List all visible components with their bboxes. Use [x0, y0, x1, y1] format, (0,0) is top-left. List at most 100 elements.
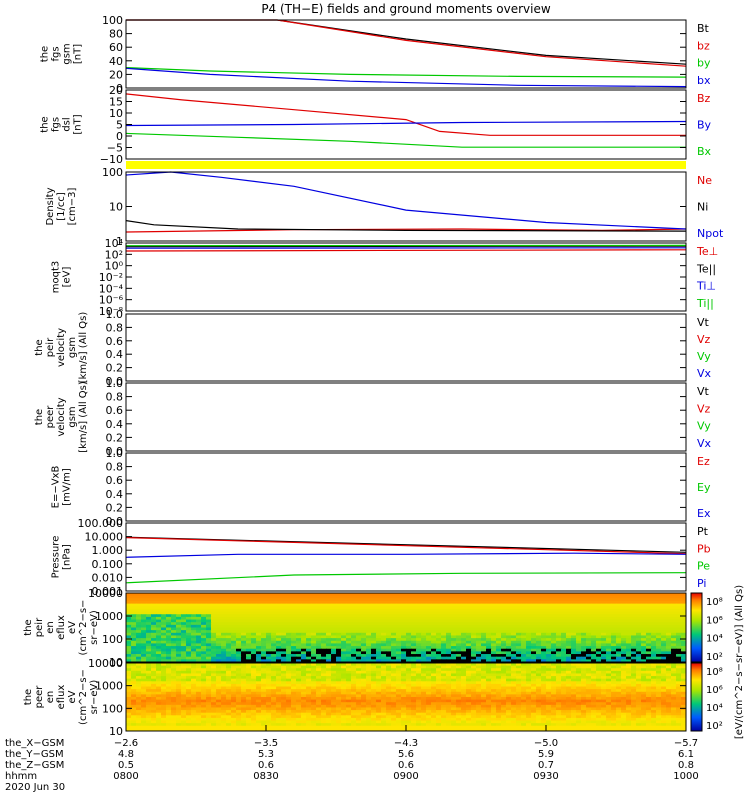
legend-ex: Ex [697, 507, 711, 520]
y-axis-label: [nPa] [62, 544, 73, 570]
y-axis-label: velocity [56, 328, 67, 367]
y-axis-label: fgs [51, 117, 62, 132]
y-tick-label: 0.2 [106, 431, 124, 444]
y-axis-label: peer [45, 405, 56, 429]
legend-bx: Bx [697, 145, 712, 158]
y-tick-label: 10 [109, 201, 123, 214]
y-axis-label: velocity [56, 397, 67, 436]
legend-ez: Ez [697, 455, 710, 468]
y-tick-label: 40 [109, 55, 123, 68]
y-axis-label: gsm [67, 406, 78, 427]
legend-vx: Vx [697, 437, 712, 450]
y-tick-label: 80 [109, 28, 123, 41]
y-tick-label: 100 [102, 14, 123, 27]
y-axis-label: eV [67, 621, 78, 634]
series-bt-line [126, 20, 686, 64]
y-axis-label: [cm−3] [67, 188, 78, 226]
y-axis-label: E=−VxB [51, 466, 62, 509]
y-axis-label: sr−eV) [89, 610, 100, 645]
y-tick-label: 0.8 [106, 461, 124, 474]
legend-bz: Bz [697, 92, 711, 105]
flag-bar [126, 161, 686, 169]
y-tick-label: 0.4 [106, 348, 124, 361]
y-axis-label: [1/cc] [56, 192, 67, 221]
legend-vy: Vy [697, 350, 711, 363]
legend-bx: bx [697, 74, 711, 87]
legend-ni: Ni [697, 201, 708, 214]
panel-frame [126, 523, 686, 591]
y-axis-label: peir [45, 337, 56, 357]
legend-bt: Bt [697, 22, 710, 35]
y-axis-label: [mV/m] [62, 468, 73, 506]
legend-vz: Vz [697, 402, 711, 415]
panel-frame [126, 453, 686, 521]
y-tick-label: 0.010 [92, 571, 124, 584]
y-tick-label: 0.2 [106, 501, 124, 514]
y-tick-label: 0.8 [106, 321, 124, 334]
legend-ey: Ey [697, 481, 711, 494]
y-tick-label: 0.4 [106, 418, 124, 431]
y-axis-label: the [34, 409, 45, 425]
legend-vy: Vy [697, 420, 711, 433]
y-tick-label: 10000 [88, 587, 123, 600]
legend-by: by [697, 57, 711, 70]
panel-p9: 100.00010.0001.0000.1000.0100.001Pressur… [51, 517, 711, 598]
y-axis-label: [km/s] (All Qs) [78, 312, 89, 384]
y-tick-label: 1.0 [106, 447, 124, 460]
series-pi-line [126, 553, 686, 557]
y-tick-label: 100 [102, 633, 123, 646]
y-tick-label: 0.6 [106, 474, 124, 487]
series-pe-line [126, 573, 686, 583]
panel-frame [126, 20, 686, 88]
y-tick-label: 10.000 [85, 531, 124, 544]
y-tick-label: 100 [102, 166, 123, 179]
legend-pi: Pi [697, 577, 706, 590]
y-axis-label: the [40, 116, 51, 132]
y-axis-label: the [40, 46, 51, 62]
y-axis-label: the [23, 619, 34, 635]
y-tick-label: 0.6 [106, 404, 124, 417]
y-axis-label: gsm [62, 43, 73, 64]
legend-te: Te|| [696, 262, 716, 275]
series-npot-line [126, 172, 686, 229]
y-axis-label: Pressure [51, 536, 62, 579]
legend-ne: Ne [697, 174, 712, 187]
y-axis-label: Density [45, 187, 56, 225]
legend-bz: bz [697, 39, 710, 52]
series-by-line [126, 122, 686, 126]
plot-title: P4 (TH−E) fields and ground moments over… [261, 2, 551, 16]
y-axis-label: fgs [51, 46, 62, 61]
y-tick-label: 0.2 [106, 362, 124, 375]
y-axis-label: peir [34, 617, 45, 637]
y-axis-label: eflux [56, 615, 67, 640]
legend-pt: Pt [697, 525, 709, 538]
y-axis-label: [eV] [62, 267, 73, 288]
panel-p5: 10⁴10²10⁰10⁻²10⁻⁴10⁻⁶10⁻⁸moqt3[eV]Te⊥Te|… [51, 237, 719, 318]
legend-te: Te⊥ [696, 245, 718, 258]
y-axis-label: (cm^2−s− [78, 600, 89, 656]
panel-frame [126, 383, 686, 451]
y-axis-label: [nT] [73, 114, 84, 134]
legend-vt: Vt [697, 385, 710, 398]
legend-vt: Vt [697, 316, 710, 329]
legend-vx: Vx [697, 367, 712, 380]
y-axis-label: the [34, 339, 45, 355]
y-tick-label: −10 [100, 153, 123, 166]
legend-npot: Npot [697, 227, 724, 240]
series-te-line [126, 250, 686, 251]
series-pb-line [126, 538, 686, 554]
y-tick-label: 0.6 [106, 335, 124, 348]
y-axis-label: [km/s] (All Qs) [78, 381, 89, 453]
y-tick-label: 1.0 [106, 308, 124, 321]
y-axis-label: gsm [67, 337, 78, 358]
y-tick-label: 1.0 [106, 377, 124, 390]
legend-ti: Ti⊥ [696, 280, 716, 293]
y-tick-label: 0.100 [92, 558, 124, 571]
